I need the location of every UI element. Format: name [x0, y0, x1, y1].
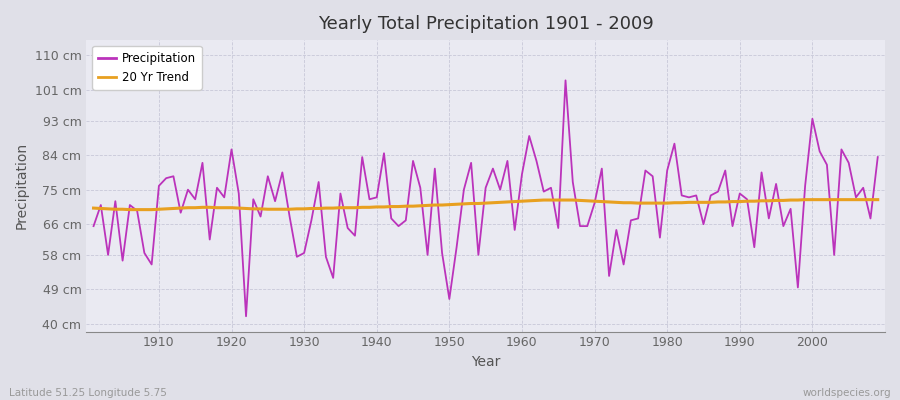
Title: Yearly Total Precipitation 1901 - 2009: Yearly Total Precipitation 1901 - 2009	[318, 15, 653, 33]
20 Yr Trend	[124, 207, 135, 212]
20 Yr Trend	[517, 199, 527, 204]
Y-axis label: Precipitation: Precipitation	[15, 142, 29, 230]
20 Yr Trend	[800, 197, 811, 202]
Precipitation	[146, 262, 157, 267]
Text: Latitude 51.25 Longitude 5.75: Latitude 51.25 Longitude 5.75	[9, 388, 166, 398]
Line: Precipitation: Precipitation	[94, 80, 878, 316]
Precipitation	[356, 155, 367, 160]
Text: worldspecies.org: worldspecies.org	[803, 388, 891, 398]
20 Yr Trend	[872, 197, 883, 202]
20 Yr Trend	[356, 205, 367, 210]
20 Yr Trend	[524, 198, 535, 203]
20 Yr Trend	[88, 206, 99, 210]
20 Yr Trend	[154, 207, 165, 212]
Precipitation	[88, 224, 99, 228]
X-axis label: Year: Year	[471, 355, 500, 369]
20 Yr Trend	[313, 206, 324, 211]
Precipitation	[517, 172, 527, 177]
Precipitation	[872, 155, 883, 160]
20 Yr Trend	[611, 200, 622, 205]
Precipitation	[560, 78, 571, 83]
Legend: Precipitation, 20 Yr Trend: Precipitation, 20 Yr Trend	[92, 46, 202, 90]
Precipitation	[313, 180, 324, 184]
Precipitation	[524, 134, 535, 138]
Line: 20 Yr Trend: 20 Yr Trend	[94, 200, 878, 210]
Precipitation	[618, 262, 629, 267]
Precipitation	[240, 314, 251, 319]
